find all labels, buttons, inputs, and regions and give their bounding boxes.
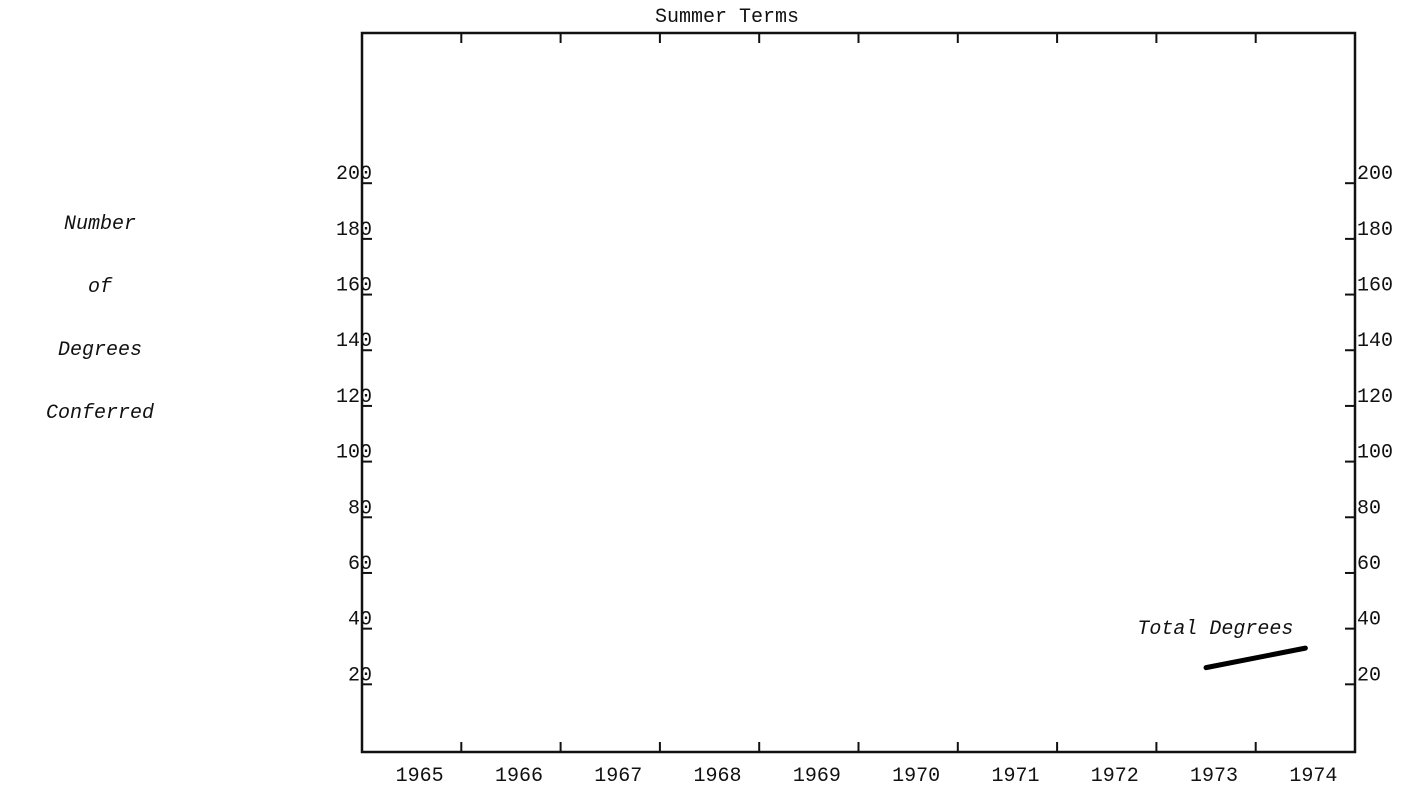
x-tick-label: 1968 [694,765,742,787]
y-tick-label: 160 [336,275,372,298]
y-tick-label: 100 [336,442,372,465]
y2-tick-label: 100 [1357,442,1393,465]
y-tick-label: 200 [336,163,372,186]
x-tick-label: 1974 [1289,765,1337,787]
y-axis-label: Degrees [58,339,142,362]
plot-frame [360,31,1357,754]
y-tick-label: 80 [348,497,372,520]
x-tick-label: 1967 [594,765,642,787]
y2-tick-label: 180 [1357,219,1393,242]
y-tick-label: 20 [348,664,372,687]
x-tick-label: 1970 [892,765,940,787]
x-tick-label: 1966 [495,765,543,787]
y-axis-label: Number [64,213,136,236]
y-axis-label: Conferred [46,402,154,425]
line [1203,645,1308,671]
y-tick-label: 180 [336,219,372,242]
series-label: Total Degrees [1137,618,1293,641]
y2-tick-label: 20 [1357,664,1381,687]
y2-tick-label: 40 [1357,609,1381,632]
y2-tick-label: 80 [1357,497,1381,520]
chart-title: Summer Terms [655,6,799,29]
y-axis-label: of [88,276,113,299]
y2-tick-label: 140 [1357,330,1393,353]
y-tick-label: 120 [336,386,372,409]
y-tick-label: 140 [336,330,372,353]
y2-tick-label: 160 [1357,275,1393,298]
y2-tick-label: 200 [1357,163,1393,186]
x-tick-label: 1971 [991,765,1039,787]
y2-tick-label: 120 [1357,386,1393,409]
x-tick-label: 1972 [1091,765,1139,787]
y-tick-label: 60 [348,553,372,576]
x-tick-label: 1969 [793,765,841,787]
x-tick-label: 1973 [1190,765,1238,787]
y2-tick-label: 60 [1357,553,1381,576]
x-tick-label: 1965 [396,765,444,787]
y-tick-label: 40 [348,609,372,632]
